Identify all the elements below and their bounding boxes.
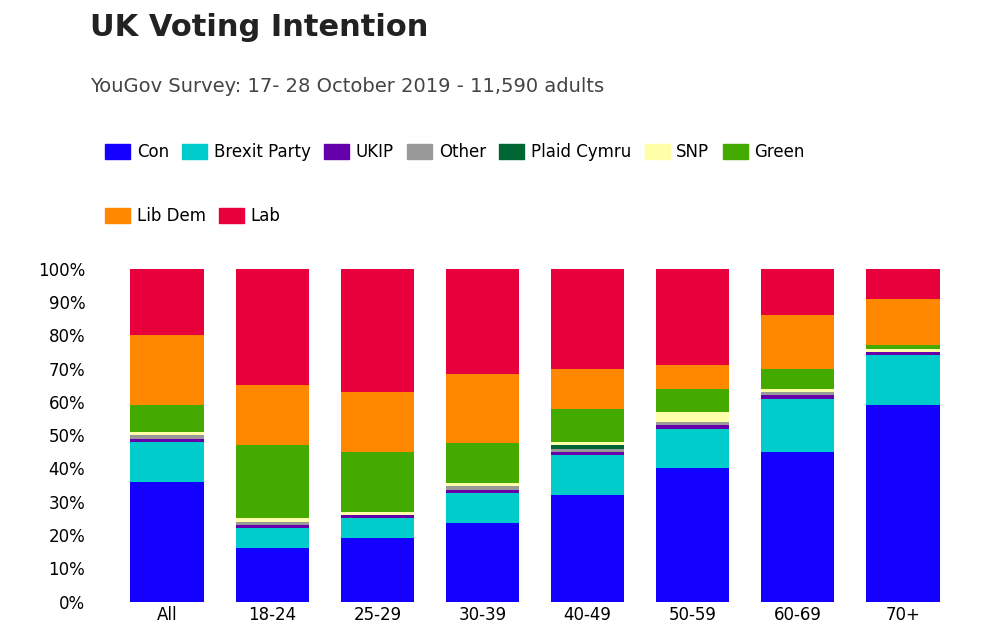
Bar xyxy=(866,346,940,349)
Bar xyxy=(236,548,309,602)
Bar xyxy=(866,352,940,355)
Bar xyxy=(551,445,624,449)
Bar xyxy=(130,432,204,435)
Bar xyxy=(656,429,729,468)
Bar xyxy=(341,538,414,602)
Bar xyxy=(341,518,414,538)
Bar xyxy=(446,490,519,493)
Bar xyxy=(551,442,624,445)
Bar xyxy=(656,365,729,388)
Bar xyxy=(866,355,940,405)
Bar xyxy=(551,269,624,369)
Bar xyxy=(446,483,519,486)
Bar xyxy=(236,518,309,522)
Bar xyxy=(341,515,414,518)
Bar xyxy=(341,512,414,515)
Bar xyxy=(446,493,519,522)
Bar xyxy=(341,269,414,392)
Legend: Con, Brexit Party, UKIP, Other, Plaid Cymru, SNP, Green: Con, Brexit Party, UKIP, Other, Plaid Cy… xyxy=(98,136,811,168)
Legend: Lib Dem, Lab: Lib Dem, Lab xyxy=(98,200,287,232)
Bar xyxy=(446,522,519,602)
Bar xyxy=(761,388,834,392)
Bar xyxy=(761,452,834,602)
Bar xyxy=(236,445,309,518)
Bar xyxy=(236,269,309,385)
Bar xyxy=(656,468,729,602)
Bar xyxy=(551,408,624,442)
Bar xyxy=(341,452,414,512)
Bar xyxy=(130,438,204,442)
Bar xyxy=(446,374,519,444)
Bar xyxy=(761,369,834,388)
Bar xyxy=(236,525,309,529)
Bar xyxy=(866,269,940,299)
Bar xyxy=(130,335,204,405)
Bar xyxy=(446,444,519,483)
Bar xyxy=(236,529,309,548)
Bar xyxy=(551,452,624,455)
Bar xyxy=(866,405,940,602)
Text: YouGov Survey: 17- 28 October 2019 - 11,590 adults: YouGov Survey: 17- 28 October 2019 - 11,… xyxy=(90,77,604,96)
Bar xyxy=(866,299,940,346)
Bar xyxy=(236,522,309,525)
Bar xyxy=(761,392,834,396)
Bar xyxy=(866,349,940,352)
Bar xyxy=(761,269,834,316)
Bar xyxy=(761,399,834,452)
Bar xyxy=(656,422,729,425)
Bar xyxy=(236,385,309,445)
Bar xyxy=(551,369,624,408)
Bar xyxy=(551,449,624,452)
Bar xyxy=(446,486,519,490)
Bar xyxy=(130,269,204,335)
Bar xyxy=(130,435,204,438)
Bar xyxy=(446,269,519,374)
Bar xyxy=(761,396,834,399)
Bar xyxy=(130,405,204,432)
Bar xyxy=(341,392,414,452)
Bar xyxy=(656,412,729,422)
Bar xyxy=(551,455,624,495)
Bar xyxy=(656,269,729,365)
Bar xyxy=(551,495,624,602)
Bar xyxy=(130,482,204,602)
Text: UK Voting Intention: UK Voting Intention xyxy=(90,13,428,42)
Bar xyxy=(656,425,729,429)
Bar xyxy=(656,388,729,412)
Bar xyxy=(130,442,204,482)
Bar xyxy=(761,316,834,369)
